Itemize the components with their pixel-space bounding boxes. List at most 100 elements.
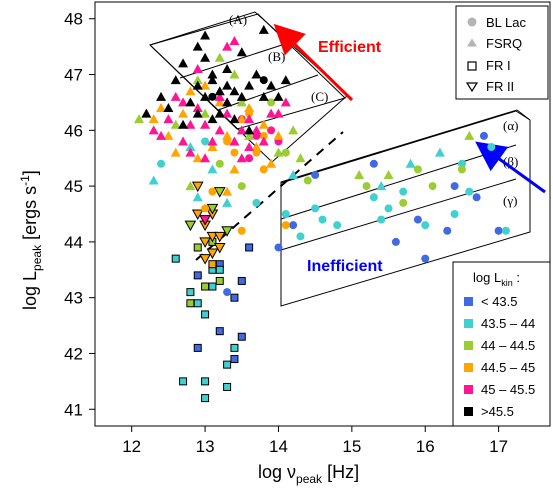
fsrq-point [236,91,247,101]
fsrq-point [222,80,233,90]
bllac-point [274,243,283,252]
bllac-point [230,148,239,157]
y-tick-label: 47 [64,66,83,85]
fr2-point [206,248,219,260]
fr1-point [193,271,202,280]
fsrq-point [156,130,167,140]
fsrq-point [141,108,152,118]
fsrq-point [192,192,203,202]
x-axis-title: log νpeak [Hz] [258,462,359,486]
fsrq-point [280,97,291,107]
fsrq-point [295,153,306,163]
region-bc-divider [217,74,319,111]
fsrq-point [229,69,240,79]
region-right-edge [515,110,531,121]
fr1-point [230,355,239,364]
fsrq-point [244,103,255,112]
fsrq-point [258,136,269,146]
bllac-point [259,165,268,174]
fsrq-point [207,142,218,152]
fr2-point [199,237,211,248]
bllac-point [237,226,246,235]
fsrq-point [207,75,218,85]
legend-types: BL Lac FSRQ FR I FR II [455,5,549,100]
x-tick-label: 15 [342,437,361,456]
fsrq-point [354,169,365,179]
fr1-point [215,327,224,336]
region-c-label: (C) [311,89,328,104]
region-gamma-label: (γ) [503,193,517,208]
fsrq-point [156,91,167,101]
fsrq-point [229,86,240,96]
legend-kin-label: >45.5 [481,404,514,419]
x-tick-label: 14 [269,437,288,456]
fsrq-point [192,41,203,51]
bllac-point [413,165,422,174]
bllac-point [421,221,430,230]
fsrq-point [192,103,203,112]
inefficient-label: Inefficient [307,258,383,275]
fr1-point [208,282,217,291]
fr1-point [223,382,232,391]
legend-kin-swatch [464,385,473,394]
bllac-point [457,165,466,174]
bllac-point [369,193,378,202]
fsrq-point [185,142,196,152]
y-axis-title: log Lpeak [ergs s-1] [18,170,44,310]
bllac-point [208,187,217,196]
fsrq-point [178,58,189,68]
fr2-point [191,181,204,193]
bllac-point [487,143,496,152]
fsrq-point [236,97,247,107]
bllac-point [296,232,305,241]
bllac-point [413,215,422,224]
y-tick-label: 42 [64,344,83,363]
legend-kin-title: log Lkin : [473,270,520,288]
fsrq-point [236,125,247,135]
fr2-point [213,187,226,198]
fsrq-point [170,91,181,101]
fsrq-point [200,91,211,101]
fsrq-point [222,41,233,51]
x-tick-label: 13 [196,437,215,456]
fr1-point [193,343,202,352]
fsrq-point [200,80,211,90]
fr1-point [237,332,246,341]
fsrq-point [185,97,196,107]
fsrq-point [178,119,189,129]
fsrq-point [222,186,233,196]
fsrq-point [266,158,277,168]
fsrq-point [185,86,196,96]
bllac-point [428,182,437,191]
x-tick-label: 12 [122,437,141,456]
bllac-point [311,204,320,213]
legend-kin-swatch [464,407,473,416]
bllac-point [369,159,378,168]
fr2-point [213,231,226,243]
fsrq-point [200,30,211,40]
fsrq-point [207,136,218,146]
fsrq-point [214,97,225,107]
bllac-point [215,159,224,168]
legend-kin-label: 45 – 45.5 [481,382,535,397]
fr2-point [184,220,197,232]
fr1-point [201,377,210,386]
fsrq-point [222,130,233,140]
bllac-point [384,204,393,213]
fsrq-point [178,97,189,107]
efficient-regions: (A) (B) (C) [149,11,349,163]
fsrq-point [200,153,211,163]
y-tick-label: 44 [64,233,83,252]
legend-kin-swatch [464,341,473,350]
fsrq-point [266,80,277,90]
fsrq-point [229,114,240,124]
fsrq-point [156,103,167,112]
fsrq-point [405,158,416,168]
fsrq-point [222,108,233,118]
bllac-point [450,182,459,191]
bllac-point [281,221,290,230]
legend-kin: log Lkin : < 43.5 43.5 – 44 44 – 44.5 44.5 … [452,261,551,427]
fsrq-point [244,130,255,140]
bllac-point [281,148,290,157]
